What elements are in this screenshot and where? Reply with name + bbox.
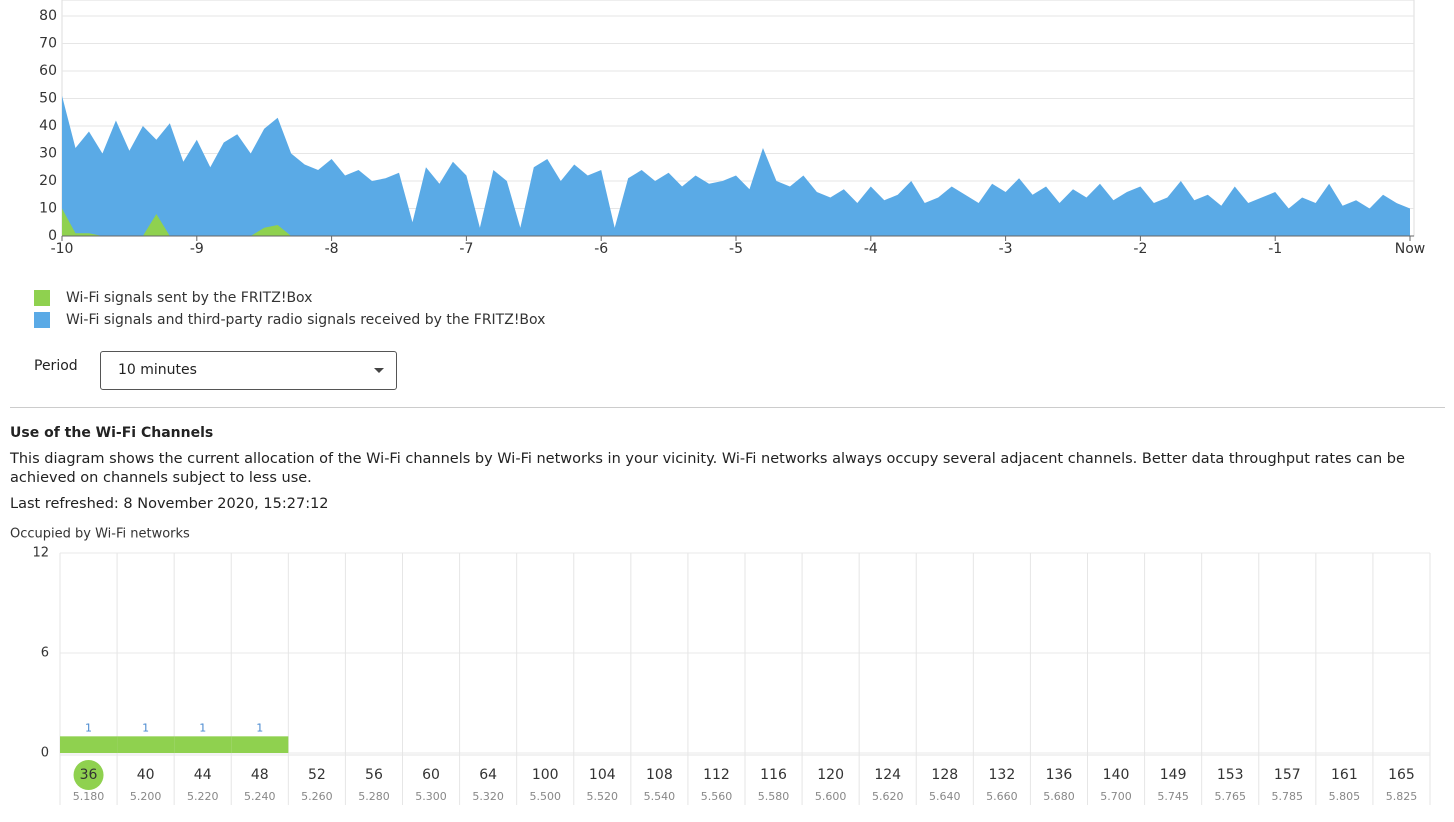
legend-label: Wi-Fi signals and third-party radio sign…: [66, 312, 545, 328]
frequency-label: 5.680: [1043, 790, 1075, 803]
channel-label: 52: [308, 767, 326, 783]
frequency-label: 5.580: [758, 790, 790, 803]
x-tick-label: -7: [459, 241, 473, 257]
channel-label: 100: [532, 767, 559, 783]
channel-label: 124: [874, 767, 901, 783]
divider: [10, 407, 1445, 408]
frequency-label: 5.180: [73, 790, 105, 803]
x-tick-label: -8: [325, 241, 339, 257]
channel-label: 56: [365, 767, 383, 783]
y-tick-label: 12: [32, 546, 49, 561]
period-label: Period: [34, 358, 78, 374]
channel-label: 40: [137, 767, 155, 783]
data-label: 1: [199, 721, 206, 734]
last-refreshed: Last refreshed: 8 November 2020, 15:27:1…: [10, 496, 329, 512]
x-tick-label: -2: [1133, 241, 1147, 257]
frequency-label: 5.700: [1100, 790, 1132, 803]
channel-label: 128: [931, 767, 958, 783]
channel-label: 132: [989, 767, 1016, 783]
frequency-label: 5.825: [1386, 790, 1418, 803]
period-select[interactable]: 10 minutes: [100, 351, 397, 390]
channel-label: 149: [1160, 767, 1187, 783]
y-tick-label: 30: [39, 146, 57, 162]
channel-label: 140: [1103, 767, 1130, 783]
frequency-label: 5.785: [1272, 790, 1304, 803]
channel-label: 60: [422, 767, 440, 783]
legend-swatch: [34, 290, 50, 306]
x-tick-label: -4: [864, 241, 878, 257]
dropdown-arrow: [374, 368, 384, 373]
selected-channel: [73, 760, 104, 790]
y-axis-label: Occupied by Wi-Fi networks: [10, 527, 190, 542]
frequency-label: 5.220: [187, 790, 219, 803]
y-tick-label: 50: [39, 91, 57, 107]
channel-label: 108: [646, 767, 673, 783]
channel-label: 44: [194, 767, 212, 783]
frequency-label: 5.520: [587, 790, 619, 803]
frequency-label: 5.765: [1214, 790, 1246, 803]
y-tick-label: 40: [39, 118, 57, 134]
channel-label: 165: [1388, 767, 1415, 783]
channel-label: 136: [1046, 767, 1073, 783]
channel-label: 104: [589, 767, 616, 783]
data-label: 1: [142, 721, 149, 734]
x-tick-label: -3: [999, 241, 1013, 257]
channel-label: 112: [703, 767, 730, 783]
frequency-label: 5.620: [872, 790, 904, 803]
frequency-label: 5.280: [358, 790, 390, 803]
bar: [117, 736, 175, 753]
frequency-label: 5.300: [415, 790, 447, 803]
bar: [60, 736, 118, 753]
y-tick-label: 0: [48, 228, 57, 244]
frequency-label: 5.745: [1157, 790, 1189, 803]
y-tick-label: 70: [39, 36, 57, 52]
frequency-label: 5.640: [929, 790, 961, 803]
data-label: 1: [256, 721, 263, 734]
y-tick-label: 6: [41, 646, 49, 661]
y-tick-label: 0: [41, 746, 49, 761]
frequency-label: 5.600: [815, 790, 847, 803]
frequency-label: 5.200: [130, 790, 162, 803]
channel-label: 153: [1217, 767, 1244, 783]
frequency-label: 5.540: [644, 790, 676, 803]
frequency-label: 5.560: [701, 790, 733, 803]
channel-label: 48: [251, 767, 269, 783]
channel-label: 36: [80, 767, 98, 783]
legend-swatch: [34, 312, 50, 328]
y-tick-label: 80: [39, 8, 57, 24]
frequency-label: 5.260: [301, 790, 333, 803]
x-tick-label: -6: [594, 241, 608, 257]
x-tick-label: -10: [51, 241, 74, 257]
section-description: This diagram shows the current allocatio…: [10, 451, 1405, 486]
bar: [174, 736, 232, 753]
channel-label: 116: [760, 767, 787, 783]
channel-label: 157: [1274, 767, 1301, 783]
frequency-label: 5.240: [244, 790, 276, 803]
data-label: 1: [85, 721, 92, 734]
channel-label: 64: [479, 767, 497, 783]
area: [62, 95, 1410, 236]
x-tick-label: -1: [1268, 241, 1282, 257]
frequency-label: 5.500: [529, 790, 561, 803]
period-value: 10 minutes: [118, 362, 197, 378]
x-tick-label: -5: [729, 241, 743, 257]
y-tick-label: 60: [39, 63, 57, 79]
legend-label: Wi-Fi signals sent by the FRITZ!Box: [66, 290, 312, 306]
y-tick-label: 20: [39, 173, 57, 189]
x-tick-label: Now: [1395, 241, 1426, 257]
channel-label: 120: [817, 767, 844, 783]
channel-label: 161: [1331, 767, 1358, 783]
frequency-label: 5.320: [472, 790, 504, 803]
y-tick-label: 10: [39, 201, 57, 217]
frequency-label: 5.660: [986, 790, 1018, 803]
frequency-label: 5.805: [1329, 790, 1361, 803]
bar: [231, 736, 289, 753]
x-tick-label: -9: [190, 241, 204, 257]
section-title: Use of the Wi-Fi Channels: [10, 425, 214, 441]
